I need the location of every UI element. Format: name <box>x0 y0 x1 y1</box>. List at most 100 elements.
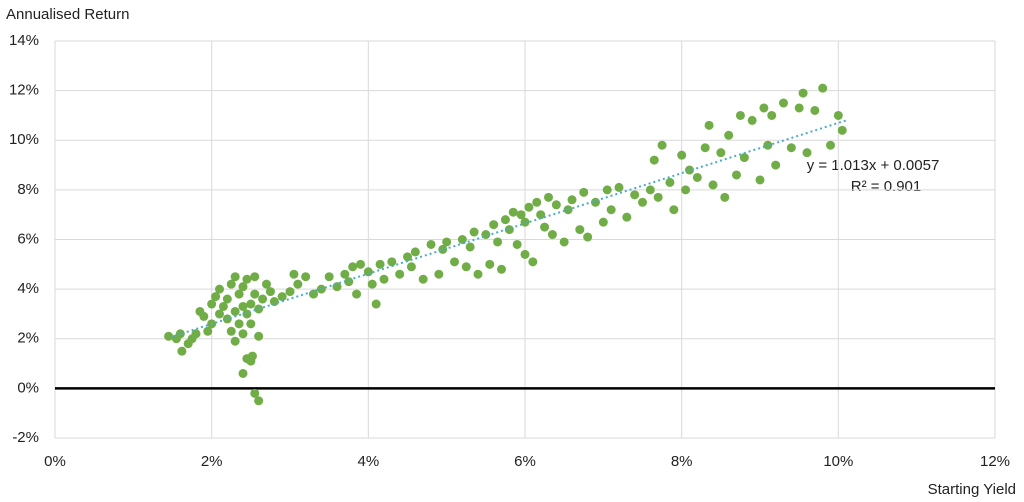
point <box>547 230 557 240</box>
point <box>649 155 659 165</box>
point <box>720 192 730 202</box>
point <box>250 272 260 282</box>
point <box>493 237 503 247</box>
trend-equation: y = 1.013x + 0.0057 <box>807 157 940 174</box>
point <box>203 326 213 336</box>
point <box>222 314 232 324</box>
point <box>606 205 616 215</box>
point <box>403 252 412 262</box>
point <box>246 319 256 329</box>
point <box>242 274 252 284</box>
point <box>218 301 228 311</box>
point <box>247 351 257 361</box>
point <box>164 331 174 341</box>
point <box>234 319 244 329</box>
point <box>755 175 765 185</box>
x-tick-label: 6% <box>514 453 536 470</box>
point <box>215 284 224 294</box>
point <box>630 190 640 200</box>
y-tick-label: 4% <box>17 280 39 297</box>
point <box>579 187 589 197</box>
point <box>344 277 354 287</box>
point <box>614 182 624 192</box>
point <box>602 185 612 195</box>
point <box>395 269 405 279</box>
x-axis-title: Starting Yield <box>928 481 1016 498</box>
point <box>665 177 675 187</box>
point <box>211 292 221 302</box>
point <box>779 98 788 108</box>
point <box>442 237 452 247</box>
point <box>810 105 820 115</box>
point <box>473 269 483 279</box>
point <box>246 299 256 309</box>
point <box>363 267 373 277</box>
point <box>837 125 847 135</box>
point <box>265 287 275 297</box>
point <box>818 83 828 93</box>
point <box>175 329 185 339</box>
point <box>238 329 248 339</box>
point <box>352 289 362 299</box>
point <box>191 329 201 339</box>
point <box>540 222 550 232</box>
point <box>657 140 667 150</box>
point <box>771 160 781 170</box>
point <box>833 110 843 120</box>
x-tick-label: 2% <box>201 453 223 470</box>
y-tick-label: 2% <box>17 330 39 347</box>
point <box>199 311 209 321</box>
point <box>669 205 679 215</box>
y-tick-label: 14% <box>9 32 39 49</box>
point <box>230 272 240 282</box>
point <box>426 239 436 249</box>
point <box>489 220 499 230</box>
point <box>798 88 808 98</box>
point <box>258 294 268 304</box>
point <box>794 103 804 113</box>
point <box>500 215 510 225</box>
point <box>692 172 702 182</box>
point <box>238 368 248 378</box>
point <box>238 301 248 311</box>
point <box>269 297 279 307</box>
point <box>226 326 236 336</box>
point <box>250 388 260 398</box>
point <box>497 264 506 274</box>
point <box>708 180 718 190</box>
point <box>285 287 295 297</box>
y-tick-label: 6% <box>17 230 39 247</box>
point <box>700 143 710 153</box>
point <box>438 244 448 254</box>
point <box>532 197 542 207</box>
point <box>469 227 479 237</box>
point <box>747 115 757 125</box>
point <box>677 150 687 160</box>
point <box>559 237 569 247</box>
point <box>583 232 593 242</box>
point <box>250 289 260 299</box>
point <box>622 212 632 222</box>
point <box>410 247 420 257</box>
point <box>222 294 232 304</box>
point <box>461 262 471 272</box>
point <box>716 148 726 158</box>
point <box>375 259 385 269</box>
point <box>371 299 381 309</box>
point <box>348 262 358 272</box>
point <box>418 274 428 284</box>
point <box>230 336 240 346</box>
point <box>516 210 526 220</box>
point <box>704 120 714 130</box>
point <box>520 249 530 259</box>
point <box>536 210 546 220</box>
point <box>293 279 303 289</box>
y-tick-label: 0% <box>17 379 39 396</box>
point <box>324 272 334 282</box>
point <box>434 269 444 279</box>
point <box>406 262 416 272</box>
x-tick-label: 0% <box>44 453 66 470</box>
point <box>645 185 655 195</box>
point <box>767 110 777 120</box>
